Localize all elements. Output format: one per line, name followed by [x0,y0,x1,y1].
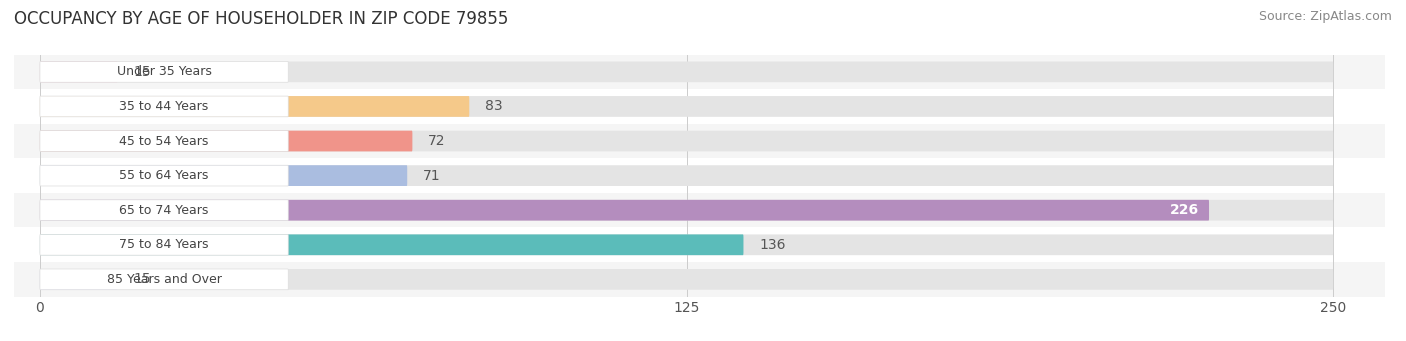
FancyBboxPatch shape [39,200,1333,221]
Text: 15: 15 [134,272,150,286]
Text: Under 35 Years: Under 35 Years [117,65,211,78]
Bar [14,89,1385,124]
Text: 15: 15 [134,65,150,79]
FancyBboxPatch shape [39,96,470,117]
Text: 85 Years and Over: 85 Years and Over [107,273,222,286]
Text: 35 to 44 Years: 35 to 44 Years [120,100,208,113]
Text: 55 to 64 Years: 55 to 64 Years [120,169,208,182]
FancyBboxPatch shape [39,269,118,290]
Text: OCCUPANCY BY AGE OF HOUSEHOLDER IN ZIP CODE 79855: OCCUPANCY BY AGE OF HOUSEHOLDER IN ZIP C… [14,10,509,28]
Text: Source: ZipAtlas.com: Source: ZipAtlas.com [1258,10,1392,23]
FancyBboxPatch shape [39,61,1333,82]
FancyBboxPatch shape [39,234,744,255]
Text: 83: 83 [485,100,502,114]
FancyBboxPatch shape [39,96,288,117]
Text: 226: 226 [1170,203,1199,217]
Bar [14,124,1385,158]
Text: 72: 72 [427,134,446,148]
FancyBboxPatch shape [39,96,1333,117]
FancyBboxPatch shape [39,131,1333,151]
Text: 65 to 74 Years: 65 to 74 Years [120,204,208,217]
Bar [14,227,1385,262]
FancyBboxPatch shape [39,165,288,186]
FancyBboxPatch shape [39,165,408,186]
FancyBboxPatch shape [39,269,288,290]
Bar [14,55,1385,89]
Text: 136: 136 [759,238,786,252]
FancyBboxPatch shape [39,234,288,255]
FancyBboxPatch shape [39,234,1333,255]
Bar [14,193,1385,227]
Text: 71: 71 [423,168,440,183]
FancyBboxPatch shape [39,165,1333,186]
Bar [14,262,1385,297]
FancyBboxPatch shape [39,61,118,82]
FancyBboxPatch shape [39,131,412,151]
Bar [14,158,1385,193]
Text: 45 to 54 Years: 45 to 54 Years [120,135,208,148]
Text: 75 to 84 Years: 75 to 84 Years [120,238,209,251]
FancyBboxPatch shape [39,200,288,221]
FancyBboxPatch shape [39,269,1333,290]
FancyBboxPatch shape [39,61,288,82]
FancyBboxPatch shape [39,131,288,151]
FancyBboxPatch shape [39,200,1209,221]
